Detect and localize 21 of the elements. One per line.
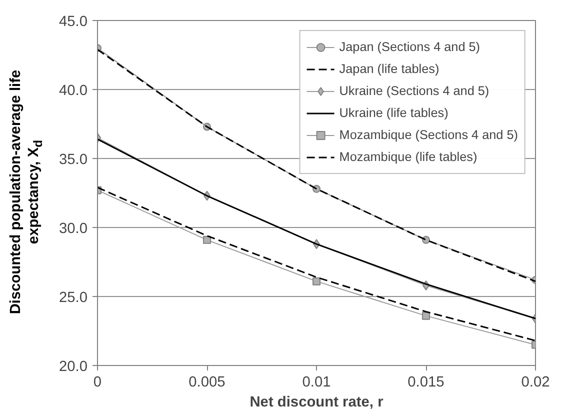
x-tick-label: 0 xyxy=(93,374,102,390)
x-tick-label: 0.02 xyxy=(521,374,550,390)
y-tick-label: 40.0 xyxy=(58,83,88,99)
x-axis-title: Net discount rate, r xyxy=(250,394,384,410)
y-tick-label: 25.0 xyxy=(58,290,88,306)
legend-label: Mozambique (Sections 4 and 5) xyxy=(339,128,518,142)
legend-label: Ukraine (Sections 4 and 5) xyxy=(339,84,490,98)
point xyxy=(422,312,430,320)
y-tick-label: 45.0 xyxy=(58,14,88,30)
legend-label: Japan (life tables) xyxy=(339,62,440,76)
legend-label: Japan (Sections 4 and 5) xyxy=(339,40,480,54)
y-tick-label: 20.0 xyxy=(58,359,88,375)
legend-label: Mozambique (life tables) xyxy=(339,150,478,164)
point xyxy=(312,277,320,286)
legend-label: Ukraine (life tables) xyxy=(339,106,448,120)
x-tick-label: 0.015 xyxy=(408,374,444,390)
y-tick-label: 35.0 xyxy=(58,152,88,168)
x-tick-label: 0.005 xyxy=(188,374,226,390)
point xyxy=(203,236,211,244)
x-tick-label: 0.01 xyxy=(302,374,331,390)
y-tick-label: 30.0 xyxy=(58,221,88,237)
